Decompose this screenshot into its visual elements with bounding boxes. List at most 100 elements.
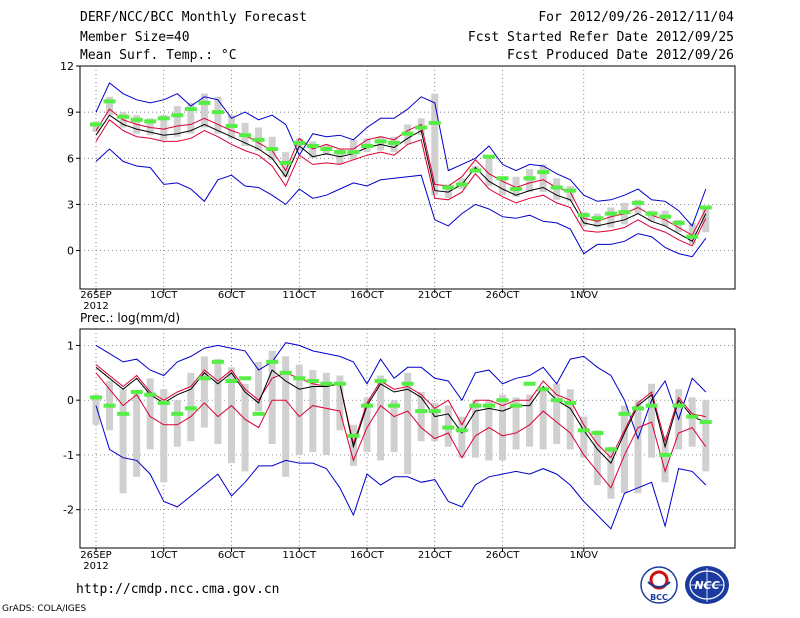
median-marker [279,160,292,165]
plot-frame [79,328,736,549]
chart-title: DERF/NCC/BCC Monthly Forecast [80,10,307,25]
spread-box [512,176,520,197]
median-marker [374,139,387,144]
median-marker [604,211,617,216]
median-marker [211,359,224,364]
series-lower-line [95,119,707,247]
x-tick-label: 16OCT [350,290,385,301]
median-marker [564,400,577,405]
x-tick-label: 16OCT [350,550,385,561]
spread-box [485,400,493,461]
median-marker [523,381,536,386]
series-mean-line [95,114,707,242]
spread-box [539,164,547,193]
median-marker [266,359,279,364]
spread-box [526,169,534,193]
spread-box [688,397,696,447]
spread-box [580,416,588,458]
median-marker [361,403,373,408]
median-marker [415,125,428,130]
median-marker [415,409,428,414]
x-tick-label: 1NOV [570,290,599,301]
y-tick-label: 1 [67,339,74,352]
spread-box [512,397,520,450]
y-tick-label: -1 [63,449,74,462]
median-marker [496,398,509,403]
median-marker [157,116,170,121]
x-tick-sublabel: 2012 [83,561,108,572]
spread-box [146,118,154,136]
spread-box [377,136,385,151]
median-marker [442,425,455,430]
median-marker [428,409,441,414]
spread-box [336,375,344,431]
median-marker [632,406,644,411]
median-marker [550,185,563,190]
median-marker [672,220,685,225]
median-marker [103,99,116,104]
median-marker [564,188,577,193]
median-marker [130,117,143,122]
median-marker [523,176,536,181]
spread-box [539,386,547,450]
series-lower-line [95,372,707,489]
spread-box [593,213,601,228]
forecast-period-label: For 2012/09/26-2012/11/04 [538,10,734,25]
spread-box [255,361,263,412]
y-tick-label: -2 [63,504,74,517]
ncc-logo: NCC [685,566,729,604]
ncc-logo-text: NCC [694,579,719,592]
median-marker [618,411,631,416]
spread-box [160,115,168,140]
median-marker [577,213,590,218]
median-marker [320,147,333,152]
median-marker [455,182,468,187]
median-marker [388,403,401,408]
spread-box [200,356,208,428]
spread-box [607,207,615,228]
x-tick-label: 26OCT [486,290,521,301]
median-marker [672,403,685,408]
median-marker [645,211,658,216]
median-marker [645,403,658,408]
spread-box [404,372,412,475]
spread-box [146,378,154,450]
median-marker [117,114,130,119]
spread-box [295,364,303,455]
spread-box [566,389,574,450]
median-marker [333,150,346,155]
y-tick-label: 12 [60,60,74,73]
spread-box [92,394,100,425]
median-marker [632,200,644,205]
spread-box [119,389,127,494]
median-marker [130,389,143,394]
median-marker [388,140,401,145]
median-marker [184,406,197,411]
median-marker [184,107,197,112]
x-tick-label: 6OCT [218,290,246,301]
spread-box [648,210,656,222]
median-marker [428,120,441,125]
website-url[interactable]: http://cmdp.ncc.cma.gov.cn [76,582,280,597]
median-marker [157,400,170,405]
median-marker [577,428,590,433]
spread-box [309,370,317,453]
median-marker [591,431,604,436]
median-marker [171,411,184,416]
median-marker [279,370,292,375]
spread-box [363,397,371,453]
variable-label: Mean Surf. Temp.: °C [80,48,237,63]
x-tick-label: 26SEP [80,550,111,561]
spread-box [214,359,222,444]
median-marker [198,376,211,381]
spread-box [566,185,574,202]
x-tick-label: 1OCT [150,290,178,301]
median-marker [225,123,238,128]
median-marker [211,110,224,115]
median-marker [496,176,509,181]
median-marker [659,214,672,219]
median-marker [510,187,523,192]
y-tick-label: 0 [67,394,74,407]
spread-box [92,121,100,133]
x-tick-label: 1NOV [570,550,599,561]
